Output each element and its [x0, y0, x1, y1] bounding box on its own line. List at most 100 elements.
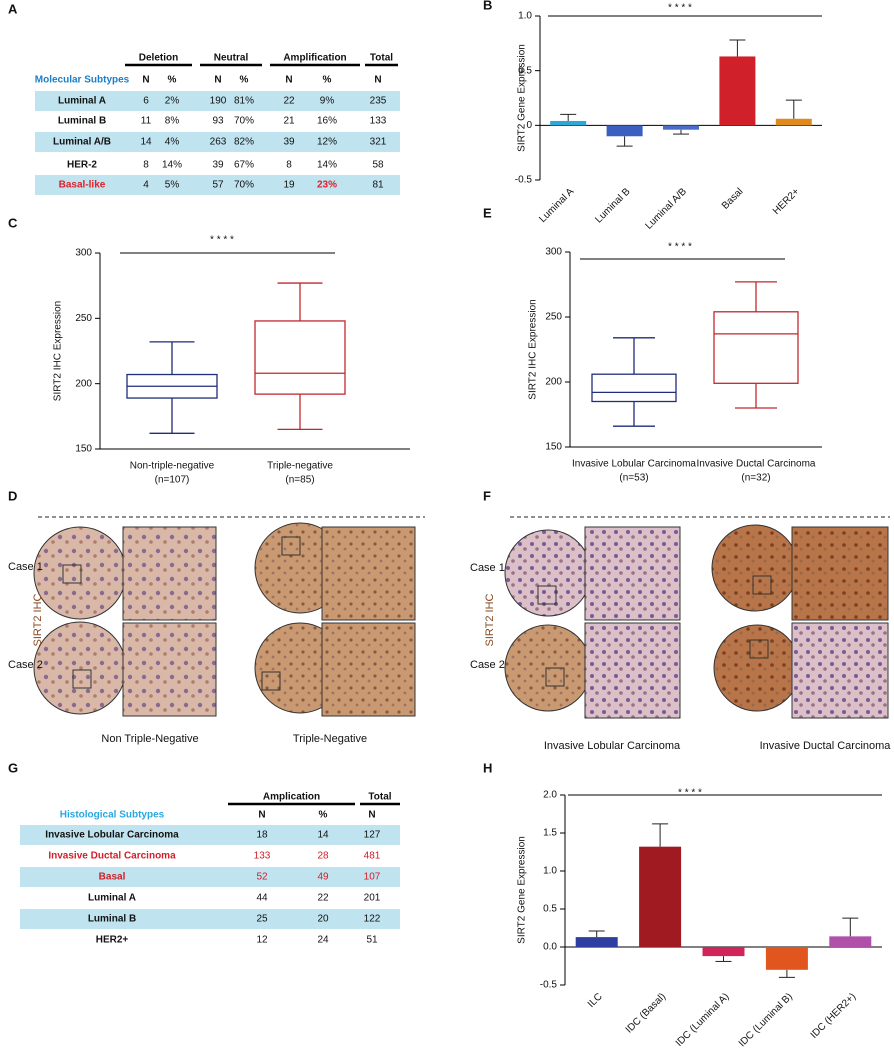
table-cell: 39 — [212, 160, 224, 171]
zoom-image — [122, 526, 217, 621]
table-cell: 93 — [212, 116, 224, 127]
x-tick-label: HER2+ — [771, 186, 802, 217]
case-label: Case 1 — [8, 561, 43, 573]
bar — [775, 118, 812, 126]
table-cell: 4 — [143, 180, 149, 191]
table-cell: 22 — [317, 893, 329, 904]
row-label: HER2+ — [96, 935, 129, 946]
n-label: (n=85) — [285, 475, 314, 486]
y-tick-label: 1.0 — [543, 866, 557, 877]
table-cell: 8% — [165, 116, 180, 127]
table-cell: 6 — [143, 96, 149, 107]
y-tick-label: 250 — [75, 313, 92, 324]
panel-label: F — [483, 488, 491, 503]
zoom-image — [791, 622, 889, 719]
y-axis-label: SIRT2 Gene Expression — [517, 836, 528, 944]
zoom-image — [321, 526, 416, 621]
ihc-panel-f — [504, 516, 890, 719]
ihc-panel-d — [33, 516, 425, 717]
y-tick-label: 300 — [545, 247, 562, 258]
table-cell: 22 — [283, 96, 295, 107]
y-axis-label: SIRT2 Gene Expression — [517, 44, 528, 152]
table-cell: 127 — [364, 830, 381, 841]
table-cell: 12 — [256, 935, 268, 946]
significance: * * * * — [668, 3, 692, 14]
row-label: Invasive Ductal Carcinoma — [48, 851, 176, 862]
group-header: Total — [368, 792, 391, 803]
x-tick-label: Luminal A — [537, 186, 576, 225]
x-tick-label: ILC — [586, 991, 605, 1010]
zoom-box — [545, 667, 565, 687]
y-axis-label: SIRT2 IHC Expression — [53, 301, 64, 401]
row-label: Luminal B — [88, 914, 136, 925]
table-cell: 2% — [165, 96, 180, 107]
y-tick-label: 150 — [545, 442, 562, 453]
y-tick-label: 0 — [526, 120, 532, 131]
table-cell: 14% — [162, 160, 182, 171]
row-label: Luminal A — [58, 96, 106, 107]
tissue-core — [33, 621, 127, 715]
case-label: Case 1 — [470, 562, 505, 574]
table-cell: 14 — [140, 137, 152, 148]
table-cell: 81% — [234, 96, 254, 107]
sub-header: % — [168, 75, 177, 86]
table-cell: 28 — [317, 851, 329, 862]
sub-header: N — [258, 810, 265, 821]
table-cell: 4% — [165, 137, 180, 148]
table-cell: 67% — [234, 160, 254, 171]
x-tick-label: Non-triple-negative — [130, 461, 215, 472]
table-cell: 8 — [286, 160, 292, 171]
x-tick-label: IDC (Luminal A) — [674, 991, 732, 1049]
table-cell: 11 — [141, 116, 152, 127]
y-tick-label: 150 — [75, 444, 92, 455]
table-cell: 70% — [234, 116, 254, 127]
y-tick-label: 200 — [545, 377, 562, 388]
n-label: (n=53) — [619, 473, 648, 484]
table-cell: 481 — [364, 851, 381, 862]
tissue-core — [713, 624, 801, 712]
group-header: Amplification — [283, 53, 346, 64]
zoom-box — [72, 669, 92, 689]
sub-header: N — [214, 75, 221, 86]
panel-label: E — [483, 205, 492, 220]
group-header: Deletion — [139, 53, 178, 64]
bar — [765, 947, 808, 970]
table-cell: 12% — [317, 137, 337, 148]
table-cell: 25 — [256, 914, 268, 925]
table-cell: 20 — [317, 914, 329, 925]
x-tick-label: Luminal B — [593, 186, 632, 225]
bar — [639, 846, 682, 947]
row-label: Invasive Lobular Carcinoma — [45, 830, 179, 841]
row-header: Histological Subtypes — [60, 810, 165, 821]
n-label: (n=107) — [155, 475, 190, 486]
table-cell: 44 — [256, 893, 268, 904]
zoom-image — [122, 622, 217, 717]
zoom-box — [749, 639, 769, 659]
row-shade — [20, 909, 400, 929]
table-cell: 21 — [283, 116, 295, 127]
y-tick-label: 1.0 — [518, 11, 532, 22]
significance: * * * * — [678, 788, 702, 799]
panel-label: D — [8, 488, 17, 503]
x-tick-label: Invasive Ductal Carcinoma — [697, 459, 816, 470]
group-header: Neutral — [214, 53, 249, 64]
x-tick-label: IDC (HER2+) — [809, 991, 859, 1041]
row-label: HER-2 — [67, 160, 97, 171]
x-tick-label: IDC (Luminal B) — [737, 991, 795, 1049]
significance: * * * * — [668, 242, 692, 253]
y-tick-label: -0.5 — [515, 175, 533, 186]
row-header: Molecular Subtypes — [35, 75, 130, 86]
n-label: (n=32) — [741, 473, 770, 484]
bar — [829, 936, 872, 947]
zoom-image — [791, 526, 889, 621]
sub-header: N — [285, 75, 292, 86]
y-tick-label: 1.5 — [543, 828, 557, 839]
group-label: Non Triple-Negative — [101, 733, 198, 745]
x-tick-label: Invasive Lobular Carcinoma — [572, 459, 696, 470]
case-label: Case 2 — [470, 659, 505, 671]
table-cell: 8 — [143, 160, 149, 171]
table-cell: 321 — [370, 137, 387, 148]
zoom-box — [281, 536, 301, 556]
table-cell: 18 — [256, 830, 268, 841]
